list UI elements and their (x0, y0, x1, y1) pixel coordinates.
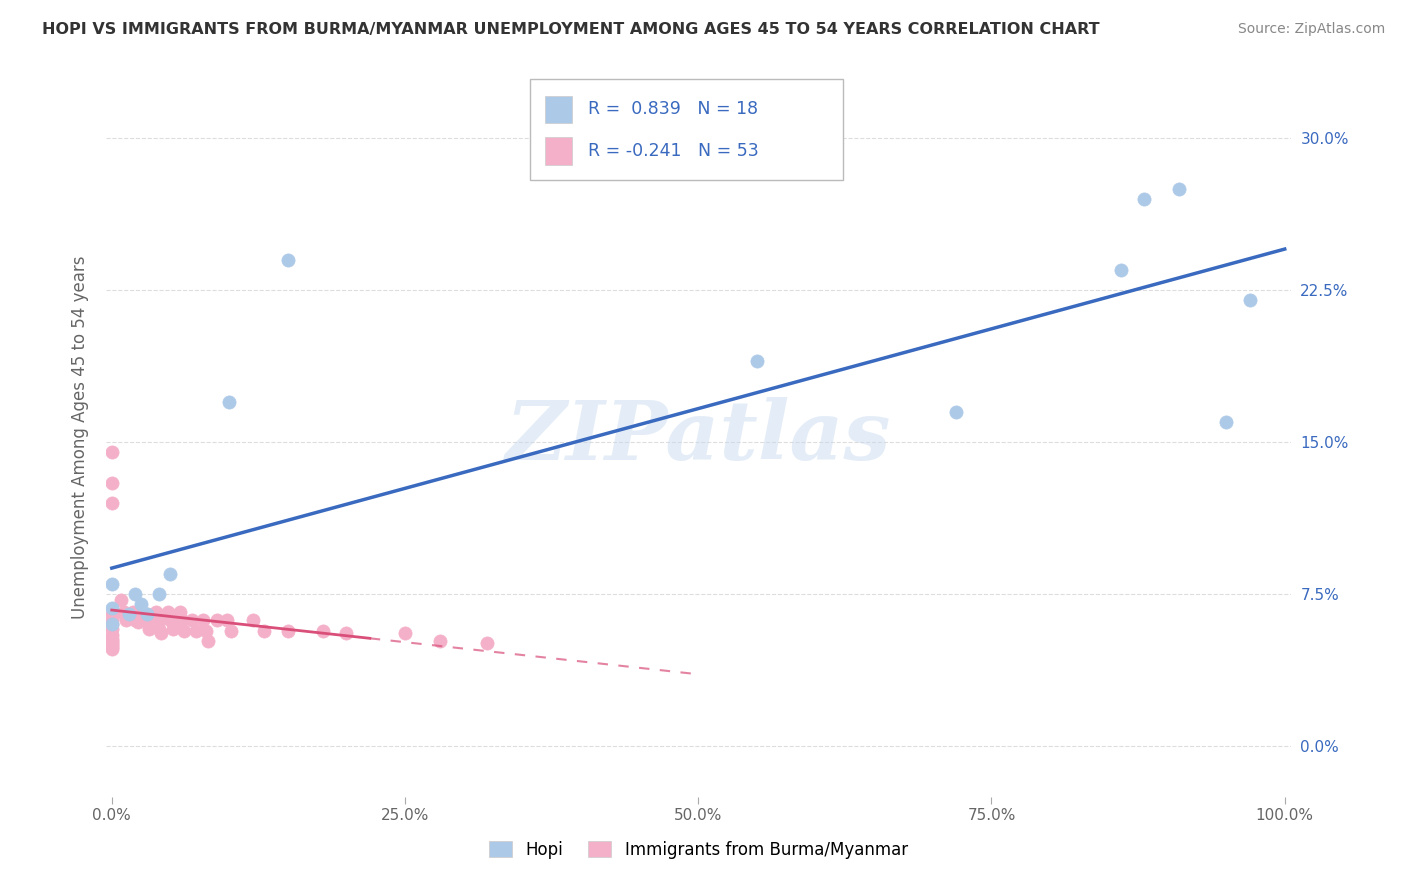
Point (148, 587, 170, 601)
Point (159, 566, 181, 581)
Point (221, 624, 243, 638)
Point (129, 597, 152, 611)
Text: HOPI VS IMMIGRANTS FROM BURMA/MYANMAR UNEMPLOYMENT AMONG AGES 45 TO 54 YEARS COR: HOPI VS IMMIGRANTS FROM BURMA/MYANMAR UN… (42, 22, 1099, 37)
Point (1215, 415, 1237, 429)
Text: Source: ZipAtlas.com: Source: ZipAtlas.com (1237, 22, 1385, 37)
Point (277, 624, 299, 638)
Point (100, 475, 122, 490)
Point (186, 624, 208, 638)
Point (115, 614, 138, 628)
Point (100, 627, 122, 641)
Text: R = -0.241   N = 53: R = -0.241 N = 53 (588, 142, 759, 160)
Point (124, 614, 146, 628)
Text: R =  0.839   N = 18: R = 0.839 N = 18 (588, 100, 758, 119)
Point (127, 615, 149, 630)
Point (475, 636, 498, 650)
Point (100, 641, 122, 656)
Point (124, 607, 146, 622)
Point (100, 577, 122, 591)
Point (745, 354, 768, 368)
Point (180, 614, 202, 628)
Point (100, 622, 122, 636)
Point (100, 614, 122, 628)
Point (335, 625, 357, 640)
Point (148, 614, 170, 628)
Point (1239, 293, 1261, 308)
Point (100, 496, 122, 510)
Point (148, 622, 170, 636)
Point (112, 607, 135, 622)
Point (1168, 182, 1191, 196)
Point (136, 614, 159, 628)
Point (138, 622, 160, 636)
Point (110, 593, 132, 607)
Point (1109, 263, 1132, 277)
Point (100, 640, 122, 654)
Point (394, 625, 416, 640)
Point (124, 609, 146, 624)
Point (136, 607, 159, 622)
Point (945, 405, 967, 419)
Point (100, 617, 122, 632)
Point (100, 445, 122, 459)
Point (242, 614, 264, 628)
Point (193, 614, 215, 628)
Point (215, 614, 238, 628)
Point (100, 638, 122, 652)
Point (218, 394, 240, 409)
Y-axis label: Unemployment Among Ages 45 to 54 years: Unemployment Among Ages 45 to 54 years (72, 255, 89, 619)
Point (100, 601, 122, 615)
Point (150, 625, 173, 640)
Point (136, 607, 159, 622)
Point (118, 607, 141, 622)
Point (145, 605, 167, 619)
Point (129, 605, 152, 619)
Text: ZIPatlas: ZIPatlas (506, 397, 891, 477)
Point (277, 252, 299, 267)
Point (172, 614, 194, 628)
Point (162, 622, 184, 636)
Point (1133, 192, 1156, 206)
Point (100, 633, 122, 648)
Point (100, 617, 122, 632)
Point (207, 614, 229, 628)
Point (173, 624, 195, 638)
Point (312, 624, 335, 638)
Point (100, 607, 122, 622)
Legend: Hopi, Immigrants from Burma/Myanmar: Hopi, Immigrants from Burma/Myanmar (481, 833, 917, 867)
Point (112, 605, 135, 619)
Point (194, 624, 217, 638)
Point (169, 605, 191, 619)
Point (157, 605, 180, 619)
Point (122, 605, 145, 619)
Point (253, 624, 276, 638)
Point (429, 633, 451, 648)
Point (100, 632, 122, 646)
Point (100, 636, 122, 650)
Point (159, 614, 181, 628)
Point (124, 587, 146, 601)
Point (197, 633, 219, 648)
